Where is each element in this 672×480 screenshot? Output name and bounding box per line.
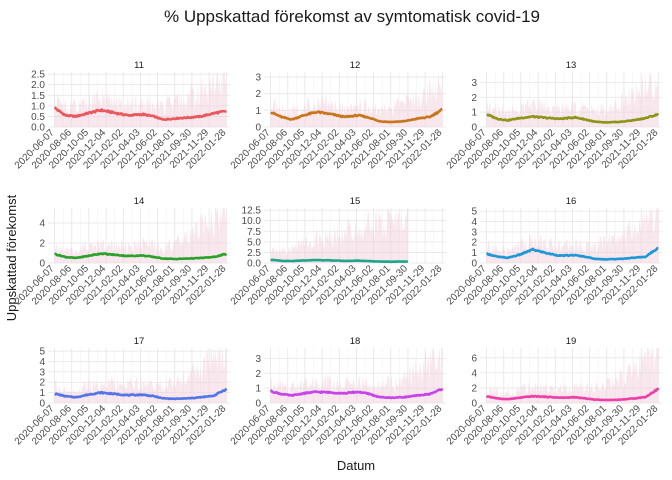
y-tick-label: 2.5 [247, 248, 261, 259]
facet-15: 150.02.55.07.510.012.52020-06-072020-08-… [229, 196, 446, 307]
facet-13: 1301232020-06-072020-08-062020-10-052020… [445, 60, 662, 171]
facet-panels: 110.00.51.01.52.02.52020-06-072020-08-06… [13, 60, 662, 447]
y-tick-label: 5 [471, 207, 477, 218]
facet-title: 15 [350, 196, 361, 207]
y-tick-label: 0 [39, 259, 45, 270]
uncertainty-band [270, 208, 408, 263]
y-tick-label: 2 [39, 239, 45, 250]
y-tick-label: 1 [471, 248, 477, 259]
y-tick-label: 3 [39, 367, 45, 378]
series-line [270, 258, 409, 264]
y-tick-label: 3 [255, 73, 261, 84]
facet-title: 16 [566, 196, 577, 207]
facet-title: 13 [566, 60, 577, 71]
y-tick-label: 7.5 [247, 227, 261, 238]
y-tick-label: 2 [255, 89, 261, 100]
y-tick-label: 2.0 [31, 80, 45, 91]
series-line [485, 387, 660, 402]
y-tick-label: 5 [39, 347, 45, 358]
facet-14: 140242020-06-072020-08-062020-10-052020-… [13, 196, 230, 307]
series-line [53, 106, 228, 121]
y-tick-label: 0.0 [247, 259, 261, 270]
y-tick-label: 1 [255, 384, 261, 395]
y-tick-label: 3 [255, 354, 261, 365]
y-tick-label: 0.5 [31, 112, 45, 123]
y-tick-label: 1 [255, 106, 261, 117]
uncertainty-band [54, 72, 227, 127]
series-line [269, 387, 444, 400]
y-tick-label: 4 [471, 368, 477, 379]
y-tick-label: 4 [39, 357, 45, 368]
x-axis-title: Datum [337, 458, 375, 473]
facet-title: 17 [134, 336, 145, 347]
facet-19: 1902462020-06-072020-08-062020-10-052020… [445, 336, 662, 447]
y-tick-label: 2 [39, 378, 45, 389]
series-line [270, 107, 443, 124]
y-tick-label: 1.0 [31, 101, 45, 112]
y-tick-label: 0 [471, 123, 477, 134]
y-axis-title: Uppskattad förekomst [4, 194, 19, 321]
y-tick-label: 6 [471, 353, 477, 364]
facet-17: 170123452020-06-072020-08-062020-10-0520… [13, 336, 230, 447]
facet-18: 1801232020-06-072020-08-062020-10-052020… [229, 336, 446, 447]
y-tick-label: 0 [471, 259, 477, 270]
series-line [54, 252, 228, 261]
facet-12: 1201232020-06-072020-08-062020-10-052020… [229, 60, 446, 171]
y-tick-label: 0 [39, 399, 45, 410]
y-tick-label: 2 [255, 369, 261, 380]
facet-title: 14 [134, 196, 145, 207]
y-tick-label: 2 [471, 93, 477, 104]
uncertainty-band [54, 208, 227, 263]
facet-16: 160123452020-06-072020-08-062020-10-0520… [445, 196, 662, 307]
y-tick-label: 2 [471, 383, 477, 394]
y-tick-label: 10.0 [242, 216, 262, 227]
uncertainty-band [486, 72, 659, 127]
uncertainty-band [486, 348, 659, 403]
y-tick-label: 1 [471, 108, 477, 119]
y-tick-label: 12.5 [242, 206, 262, 217]
facet-title: 12 [350, 60, 361, 71]
y-tick-label: 3 [471, 227, 477, 238]
y-tick-label: 5.0 [247, 237, 261, 248]
facet-title: 11 [134, 60, 144, 71]
y-tick-label: 0 [255, 123, 261, 134]
series-line [485, 246, 659, 261]
series-line [486, 113, 660, 124]
uncertainty-band [54, 348, 227, 403]
y-tick-label: 2.5 [31, 70, 45, 81]
facet-11: 110.00.51.01.52.02.52020-06-072020-08-06… [13, 60, 230, 171]
uncertainty-band [270, 348, 443, 403]
y-tick-label: 4 [39, 219, 45, 230]
chart-title: % Uppskattad förekomst av symtomatisk co… [164, 7, 540, 26]
y-tick-label: 1.5 [31, 91, 45, 102]
series-line [54, 387, 228, 401]
y-tick-label: 4 [471, 217, 477, 228]
facet-title: 18 [350, 336, 361, 347]
y-tick-label: 0 [255, 399, 261, 410]
y-tick-label: 0.0 [31, 123, 45, 134]
y-tick-label: 3 [471, 78, 477, 89]
y-tick-label: 0 [471, 399, 477, 410]
y-tick-label: 2 [471, 238, 477, 249]
y-tick-label: 1 [39, 388, 45, 399]
facet-title: 19 [566, 336, 577, 347]
